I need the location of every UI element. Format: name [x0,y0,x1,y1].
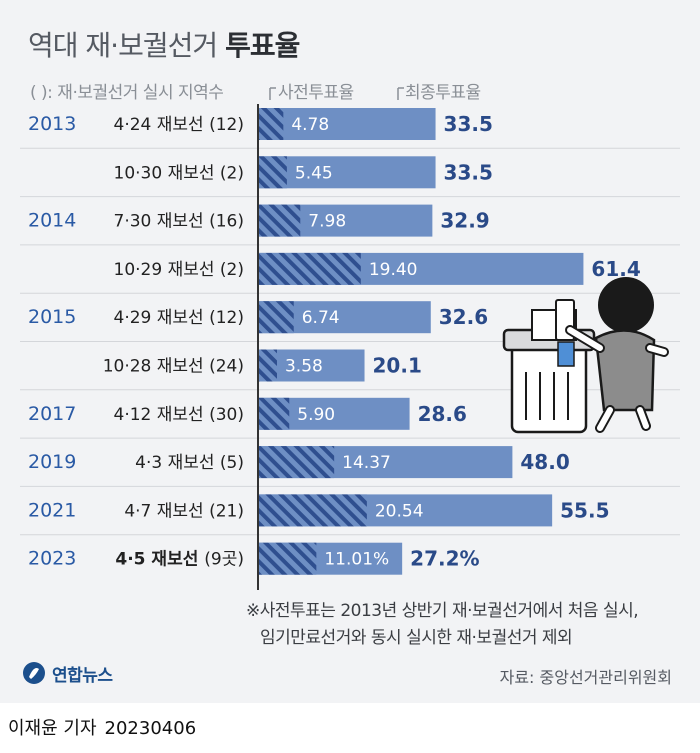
year-label: 2014 [28,210,76,232]
title-light: 역대 재·보궐선거 [28,29,218,62]
source-credit: 자료: 중앙선거관리위원회 [499,668,672,687]
early-value-label: 5.90 [297,405,335,425]
early-value-label: 7.98 [308,212,346,232]
chart-title: 역대 재·보궐선거 투표율 [28,24,300,64]
year-label: 2021 [28,499,76,521]
footnote-line-1: ※사전투표는 2013년 상반기 재·보궐선거에서 처음 실시, [246,601,639,621]
byline-date: 20230406 [104,718,197,739]
title-bold: 투표율 [225,29,300,62]
final-value-label: 20.1 [373,354,422,378]
final-value-label: 33.5 [444,112,493,136]
election-label: 10·29 재보선 (2) [114,260,245,280]
voter-illustration [502,277,669,434]
early-turnout-bar [258,204,301,237]
election-label: 4·12 재보선 (30) [114,405,245,425]
early-turnout-bar [258,252,361,285]
final-value-label: 32.6 [439,305,488,329]
election-label: 4·7 재보선 (21) [124,501,244,521]
early-turnout-bar [258,301,294,334]
final-turnout-bar [258,156,436,189]
regions-note: ( ): 재·보궐선거 실시 지역수 [30,83,224,103]
yonhap-logo-icon [23,662,45,684]
early-turnout-bar [258,446,335,479]
yonhap-logo-text: 연합뉴스 [52,665,113,686]
year-label: 2015 [28,306,76,328]
early-value-label: 4.78 [291,115,329,135]
legend-brackets [269,87,404,100]
election-label: 4·29 재보선 (12) [114,308,245,328]
year-label: 2013 [28,113,76,135]
early-value-label: 5.45 [295,163,333,183]
bar-chart: 2013 4·24 재보선 (12) 4.78 33.5 10·30 재보선 (2) 5.… [20,87,680,590]
yonhap-logo: 연합뉴스 [22,660,113,686]
election-label: 4·3 재보선 (5) [135,453,244,473]
election-label: 10·28 재보선 (24) [103,357,244,377]
election-label: 7·30 재보선 (16) [114,212,245,232]
final-turnout-bar [258,108,436,140]
year-label: 2023 [28,548,76,570]
early-value-label: 19.40 [369,260,418,280]
footnote-line-2: 임기만료선거와 동시 실시한 재·보궐선거 제외 [260,628,573,648]
final-value-label: 48.0 [520,450,569,474]
early-turnout-bar [258,156,287,189]
final-value-label: 33.5 [444,160,493,184]
early-turnout-bar [258,542,317,575]
byline: 이재윤 기자 20230406 [8,714,196,740]
final-value-label: 55.5 [560,498,609,522]
election-label: 10·30 재보선 (2) [114,163,245,183]
footnote: ※사전투표는 2013년 상반기 재·보궐선거에서 처음 실시, 임기만료선거와… [246,598,639,652]
early-value-label: 14.37 [342,453,391,473]
early-turnout-bar [258,108,284,140]
early-turnout-bar [258,349,277,382]
year-label: 2017 [28,403,76,425]
final-value-label: 27.2% [410,547,479,571]
infographic-card: 역대 재·보궐선거 투표율 ( ): 재·보궐선거 실시 지역수 사전투표율 최종… [0,0,700,703]
early-value-label: 11.01% [324,550,389,570]
legend-final: 최종투표율 [405,83,481,103]
election-label: 4·5 재보선 (9곳) [115,550,244,570]
final-value-label: 61.4 [591,257,640,281]
final-value-label: 32.9 [440,209,489,233]
early-value-label: 3.58 [285,357,323,377]
early-value-label: 20.54 [375,501,424,521]
early-turnout-bar [258,397,290,430]
legend-early: 사전투표율 [278,83,354,103]
early-turnout-bar [258,494,367,527]
election-label: 4·24 재보선 (12) [114,115,245,135]
final-value-label: 28.6 [418,402,467,426]
year-label: 2019 [28,451,76,473]
byline-name: 이재윤 기자 [8,718,97,739]
early-value-label: 6.74 [302,308,340,328]
